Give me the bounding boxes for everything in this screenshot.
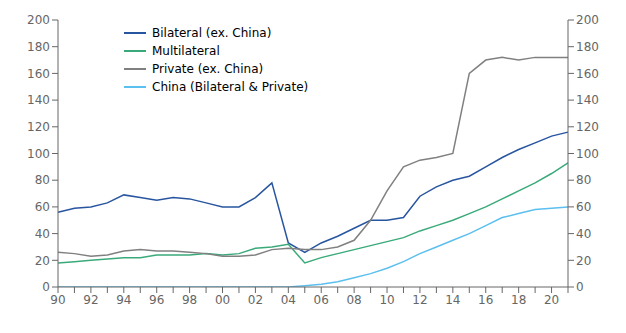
svg-text:60: 60 — [576, 200, 591, 214]
svg-text:12: 12 — [412, 293, 427, 307]
svg-text:14: 14 — [445, 293, 460, 307]
svg-text:80: 80 — [35, 173, 50, 187]
svg-text:120: 120 — [576, 120, 599, 134]
html-text:Multilateral: Multilateral — [152, 44, 220, 58]
svg-text:200: 200 — [576, 13, 599, 27]
svg-text:20: 20 — [576, 254, 591, 268]
svg-text:40: 40 — [576, 227, 591, 241]
svg-text:96: 96 — [149, 293, 164, 307]
svg-text:60: 60 — [35, 200, 50, 214]
svg-text:08: 08 — [346, 293, 361, 307]
svg-text:140: 140 — [576, 93, 599, 107]
svg-text:140: 140 — [27, 93, 50, 107]
svg-text:00: 00 — [215, 293, 230, 307]
svg-text:18: 18 — [511, 293, 526, 307]
html-text:Private (ex. China): Private (ex. China) — [152, 62, 264, 76]
svg-text:100: 100 — [576, 147, 599, 161]
svg-text:200: 200 — [27, 13, 50, 27]
svg-text:98: 98 — [182, 293, 197, 307]
svg-text:180: 180 — [27, 40, 50, 54]
svg-text:10: 10 — [379, 293, 394, 307]
svg-text:16: 16 — [478, 293, 493, 307]
svg-text:06: 06 — [314, 293, 329, 307]
svg-text:20: 20 — [544, 293, 559, 307]
svg-text:100: 100 — [27, 147, 50, 161]
svg-text:0: 0 — [576, 280, 584, 294]
svg-text:160: 160 — [27, 67, 50, 81]
html-text:Bilateral (ex. China): Bilateral (ex. China) — [152, 26, 272, 40]
html-text:China (Bilateral & Private): China (Bilateral & Private) — [152, 80, 309, 94]
svg-text:20: 20 — [35, 254, 50, 268]
svg-text:94: 94 — [116, 293, 131, 307]
svg-text:04: 04 — [281, 293, 296, 307]
svg-text:90: 90 — [50, 293, 65, 307]
svg-text:40: 40 — [35, 227, 50, 241]
svg-text:0: 0 — [42, 280, 50, 294]
svg-text:120: 120 — [27, 120, 50, 134]
svg-text:80: 80 — [576, 173, 591, 187]
svg-text:02: 02 — [248, 293, 263, 307]
svg-text:92: 92 — [83, 293, 98, 307]
svg-text:160: 160 — [576, 67, 599, 81]
svg-text:180: 180 — [576, 40, 599, 54]
